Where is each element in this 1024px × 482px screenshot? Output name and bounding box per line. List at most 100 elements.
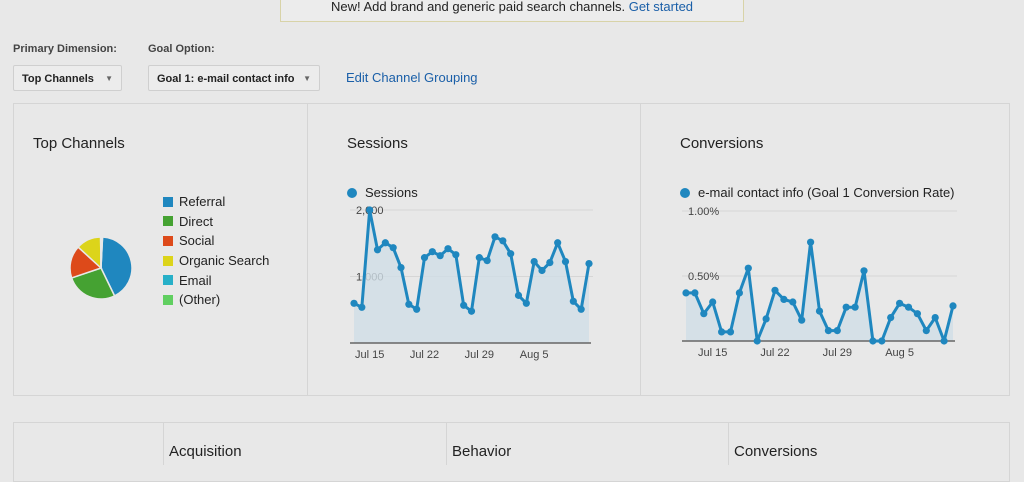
edit-channel-grouping-link[interactable]: Edit Channel Grouping [346,70,478,85]
primary-dimension-select[interactable]: Top Channels ▼ [13,65,122,91]
data-point [373,246,382,254]
pie-slice [70,267,116,300]
data-point [807,238,815,246]
legend-item: Social [163,231,269,251]
data-point [491,233,499,241]
data-point [381,239,389,247]
data-point [577,305,585,313]
data-point [444,245,452,253]
data-point [904,303,913,311]
x-tick-label: Aug 5 [885,347,914,359]
data-point [467,307,476,315]
data-point [475,254,483,262]
overview-panel [13,103,1010,396]
data-point [949,302,957,310]
divider [728,422,729,465]
data-point [358,303,366,311]
conversions-title: Conversions [680,135,764,152]
data-point [538,266,546,275]
goal-option-select[interactable]: Goal 1: e-mail contact info ▼ [148,65,320,91]
data-point [753,337,761,345]
data-point [887,314,895,322]
data-point [585,259,593,268]
data-point [700,310,708,318]
header-acquisition: Acquisition [169,443,242,460]
data-point [860,267,868,275]
data-point [682,289,690,297]
data-point [789,298,797,306]
data-point [869,337,877,345]
data-point [546,259,554,267]
notice-banner: New! Add brand and generic paid search c… [280,0,744,22]
data-point [691,289,699,297]
data-point [436,252,444,260]
data-point [851,303,859,311]
data-point [561,258,570,266]
legend-item: Email [163,270,269,290]
primary-dimension-value: Top Channels [22,73,94,85]
data-point [405,300,413,308]
data-point [798,316,806,324]
x-tick-label: Jul 22 [760,347,789,359]
legend-swatch [163,235,173,246]
legend-label: Email [179,272,212,288]
data-point [514,291,523,299]
legend-label: Referral [179,194,226,210]
legend-dot [680,188,690,198]
legend-swatch [163,275,173,286]
data-point [350,299,358,307]
legend-swatch [163,255,173,266]
divider [640,103,641,396]
header-conversions: Conversions [734,443,818,460]
data-point [413,305,421,313]
pie-slice [100,236,104,269]
data-point [709,298,717,306]
legend-label: (Other) [179,292,221,308]
conversions-legend-label: e-mail contact info (Goal 1 Conversion R… [698,185,955,200]
area-fill [354,210,589,343]
sessions-legend: Sessions [347,185,418,200]
top-channels-title: Top Channels [33,135,125,152]
data-point [718,328,726,336]
legend-label: Direct [179,213,213,229]
pie-legend: Referral Direct Social Organic Search Email (… [163,192,269,310]
legend-swatch [163,216,173,227]
data-point [522,299,530,307]
data-point [460,301,468,309]
divider [446,422,447,465]
data-point [940,337,948,345]
x-tick-label: Jul 15 [355,349,384,361]
data-point [389,244,397,252]
chevron-down-icon: ▼ [105,74,113,83]
data-point [726,328,735,336]
data-point [762,315,770,323]
data-point [833,327,841,335]
data-point [931,314,939,322]
goal-option-value: Goal 1: e-mail contact info [157,73,295,85]
legend-label: Social [179,233,215,249]
legend-swatch [163,294,173,305]
data-point [771,286,779,294]
data-point [744,264,752,272]
data-point [878,337,886,345]
area-fill [686,242,953,341]
primary-dimension-label: Primary Dimension: [13,43,117,55]
data-point [896,299,904,307]
data-point [569,297,577,305]
y-tick-label: 1.00% [688,206,719,218]
legend-item: Organic Search [163,251,269,271]
x-tick-label: Aug 5 [520,349,549,361]
data-point [824,327,833,335]
legend-item: Direct [163,212,269,232]
x-tick-label: Jul 29 [823,347,852,359]
get-started-link[interactable]: Get started [628,0,694,14]
legend-label: Organic Search [179,253,270,269]
data-point [815,307,824,315]
pie-slice [100,236,133,297]
conversions-legend: e-mail contact info (Goal 1 Conversion R… [680,185,955,200]
data-point [922,327,930,335]
data-point [554,239,562,247]
data-point [507,250,515,258]
legend-item: Referral [163,192,269,212]
